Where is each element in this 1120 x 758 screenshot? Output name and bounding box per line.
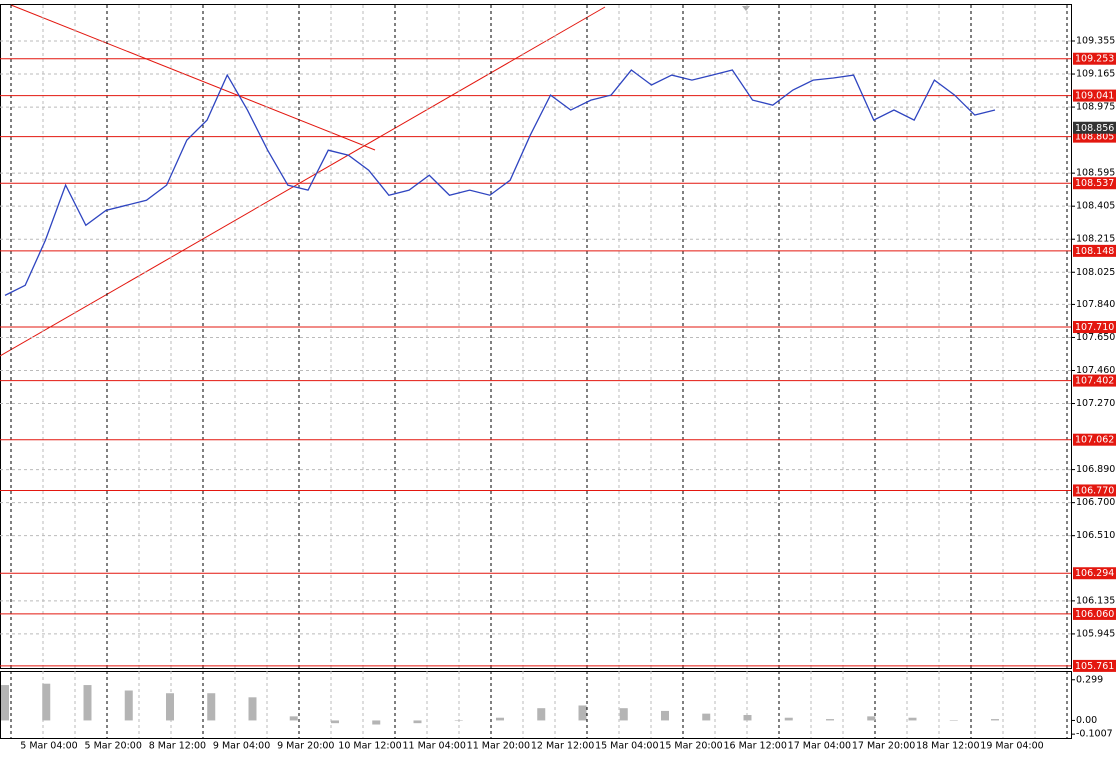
y-tick-label: 109.165 — [1076, 69, 1115, 80]
level-label-bg — [1073, 659, 1116, 672]
level-label-bg — [1073, 52, 1116, 65]
osc-bar — [619, 708, 628, 721]
osc-tick-label: 0.299 — [1076, 674, 1103, 685]
osc-bar — [124, 690, 133, 721]
x-tick-label: 10 Mar 12:00 — [338, 741, 401, 752]
y-tick-label: 108.025 — [1076, 267, 1115, 278]
x-tick-label: 9 Mar 20:00 — [277, 741, 334, 752]
x-tick-label: 19 Mar 04:00 — [980, 741, 1043, 752]
osc-tick-label: 0.00 — [1076, 715, 1097, 726]
y-tick-label: 106.890 — [1076, 464, 1115, 475]
osc-bar — [1, 685, 9, 721]
level-label-bg — [1073, 607, 1116, 620]
osc-bar — [454, 720, 463, 721]
level-label: 107.062 — [1075, 435, 1114, 446]
x-tick-label: 5 Mar 04:00 — [20, 741, 77, 752]
level-label-bg — [1073, 321, 1116, 334]
x-tick-label: 18 Mar 12:00 — [916, 741, 979, 752]
osc-bar — [578, 705, 587, 721]
x-tick-label: 15 Mar 04:00 — [595, 741, 658, 752]
level-label-bg — [1073, 89, 1116, 102]
level-label: 106.294 — [1075, 568, 1114, 579]
x-tick-label: 9 Mar 04:00 — [213, 741, 270, 752]
x-tick-label: 17 Mar 04:00 — [788, 741, 851, 752]
y-tick-label: 107.840 — [1076, 299, 1115, 310]
level-label: 105.761 — [1075, 661, 1114, 672]
level-label: 108.537 — [1075, 178, 1114, 189]
osc-bar — [826, 719, 834, 721]
y-tick-label: 108.215 — [1076, 234, 1115, 245]
osc-bar — [372, 720, 381, 725]
main-frame — [0, 4, 1072, 669]
osc-bar — [784, 717, 793, 721]
y-tick-label: 106.135 — [1076, 595, 1115, 606]
osc-bar — [537, 708, 546, 721]
osc-bar — [42, 683, 51, 721]
level-label: 106.770 — [1075, 485, 1114, 496]
current-price: 108.856 — [1075, 123, 1114, 134]
trend-line — [0, 6, 606, 357]
y-tick-label: 107.460 — [1076, 365, 1115, 376]
x-tick-label: 11 Mar 20:00 — [467, 741, 530, 752]
level-label-bg — [1073, 177, 1116, 190]
y-tick-label: 106.700 — [1076, 497, 1115, 508]
level-label: 106.060 — [1075, 609, 1114, 620]
x-tick-label: 16 Mar 12:00 — [723, 741, 786, 752]
osc-tick-label: -0.1007 — [1076, 729, 1113, 740]
osc-bar — [331, 720, 339, 724]
level-label-bg — [1073, 244, 1116, 257]
osc-bar — [248, 697, 257, 721]
current-price-bg — [1073, 121, 1116, 134]
osc-bar — [867, 716, 876, 721]
osc-bar — [908, 717, 917, 721]
y-tick-label: 107.270 — [1076, 398, 1115, 409]
osc-bar — [289, 716, 298, 721]
level-label-bg — [1073, 484, 1116, 497]
trend-line-low — [10, 4, 376, 151]
level-label: 108.805 — [1075, 132, 1114, 143]
osc-bar — [83, 685, 92, 721]
x-tick-label: 8 Mar 12:00 — [149, 741, 206, 752]
level-label-bg — [1073, 433, 1116, 446]
osc-bar — [413, 720, 422, 724]
y-tick-label: 107.650 — [1076, 332, 1115, 343]
osc-bar — [991, 719, 999, 721]
level-label: 108.148 — [1075, 246, 1114, 257]
level-label-bg — [1073, 374, 1116, 387]
y-tick-label: 108.975 — [1076, 102, 1115, 113]
level-label: 109.253 — [1075, 54, 1114, 65]
oscillator-frame — [0, 671, 1072, 739]
level-label: 109.041 — [1075, 91, 1114, 102]
price-line — [4, 69, 996, 296]
osc-bar — [207, 693, 216, 721]
osc-bar — [496, 717, 504, 721]
osc-bar — [166, 693, 174, 721]
level-label: 107.710 — [1075, 322, 1114, 333]
level-label: 107.402 — [1075, 376, 1114, 387]
y-tick-label: 108.595 — [1076, 168, 1115, 179]
osc-bar — [661, 710, 669, 721]
x-tick-label: 17 Mar 20:00 — [852, 741, 915, 752]
osc-bar — [949, 720, 958, 721]
x-tick-label: 5 Mar 20:00 — [85, 741, 142, 752]
y-tick-label: 105.945 — [1076, 628, 1115, 639]
y-tick-label: 108.405 — [1076, 201, 1115, 212]
y-tick-label: 109.355 — [1076, 35, 1115, 46]
osc-bar — [743, 715, 752, 721]
osc-bar — [702, 713, 711, 721]
x-tick-label: 12 Mar 12:00 — [531, 741, 594, 752]
x-tick-label: 15 Mar 20:00 — [659, 741, 722, 752]
y-tick-label: 106.510 — [1076, 530, 1115, 541]
shift-marker — [742, 6, 750, 11]
x-tick-label: 11 Mar 04:00 — [402, 741, 465, 752]
level-label-bg — [1073, 567, 1116, 580]
